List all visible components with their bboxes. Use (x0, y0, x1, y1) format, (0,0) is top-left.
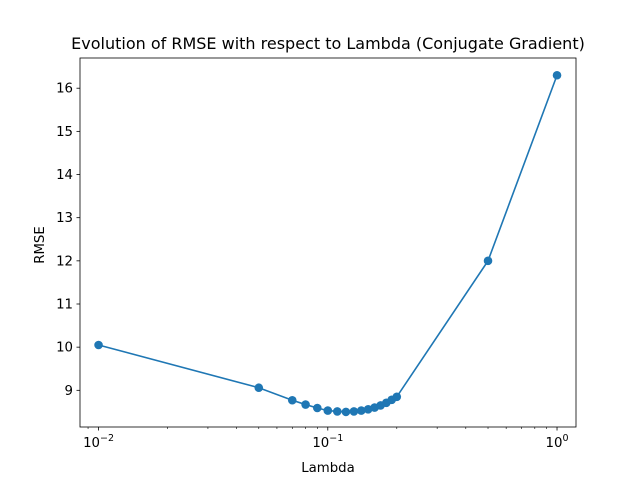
data-point (287, 395, 297, 405)
data-point (483, 256, 493, 266)
data-point (552, 70, 562, 80)
y-tick-label: 14 (56, 168, 73, 183)
data-point (392, 392, 402, 402)
y-tick-label: 12 (56, 254, 73, 269)
data-point (301, 400, 310, 409)
axes-frame (79, 57, 577, 428)
y-tick-label: 13 (56, 211, 73, 226)
y-tick-label: 16 (56, 82, 73, 97)
data-point (313, 403, 322, 413)
data-point (349, 407, 359, 416)
data-point (332, 407, 342, 416)
chart-title: Evolution of RMSE with respect to Lambda… (71, 34, 585, 53)
x-tick-label: 10−1 (312, 433, 343, 451)
data-point (254, 383, 264, 393)
y-axis-label: RMSE (33, 226, 48, 264)
y-tick-label: 10 (56, 341, 73, 356)
plot-area: 10−2 10−1 100 9 10 11 12 13 14 15 16 (56, 70, 569, 451)
x-axis-label: Lambda (301, 461, 355, 476)
x-tick-label: 100 (546, 433, 569, 451)
data-point (341, 407, 351, 417)
data-point (323, 406, 333, 415)
y-tick-label: 9 (65, 384, 73, 399)
data-point (363, 405, 373, 414)
y-tick-label: 11 (56, 298, 73, 313)
data-point (356, 406, 366, 415)
y-tick-label: 15 (56, 125, 73, 140)
x-tick-label: 10−2 (83, 433, 114, 451)
data-point (94, 340, 103, 350)
